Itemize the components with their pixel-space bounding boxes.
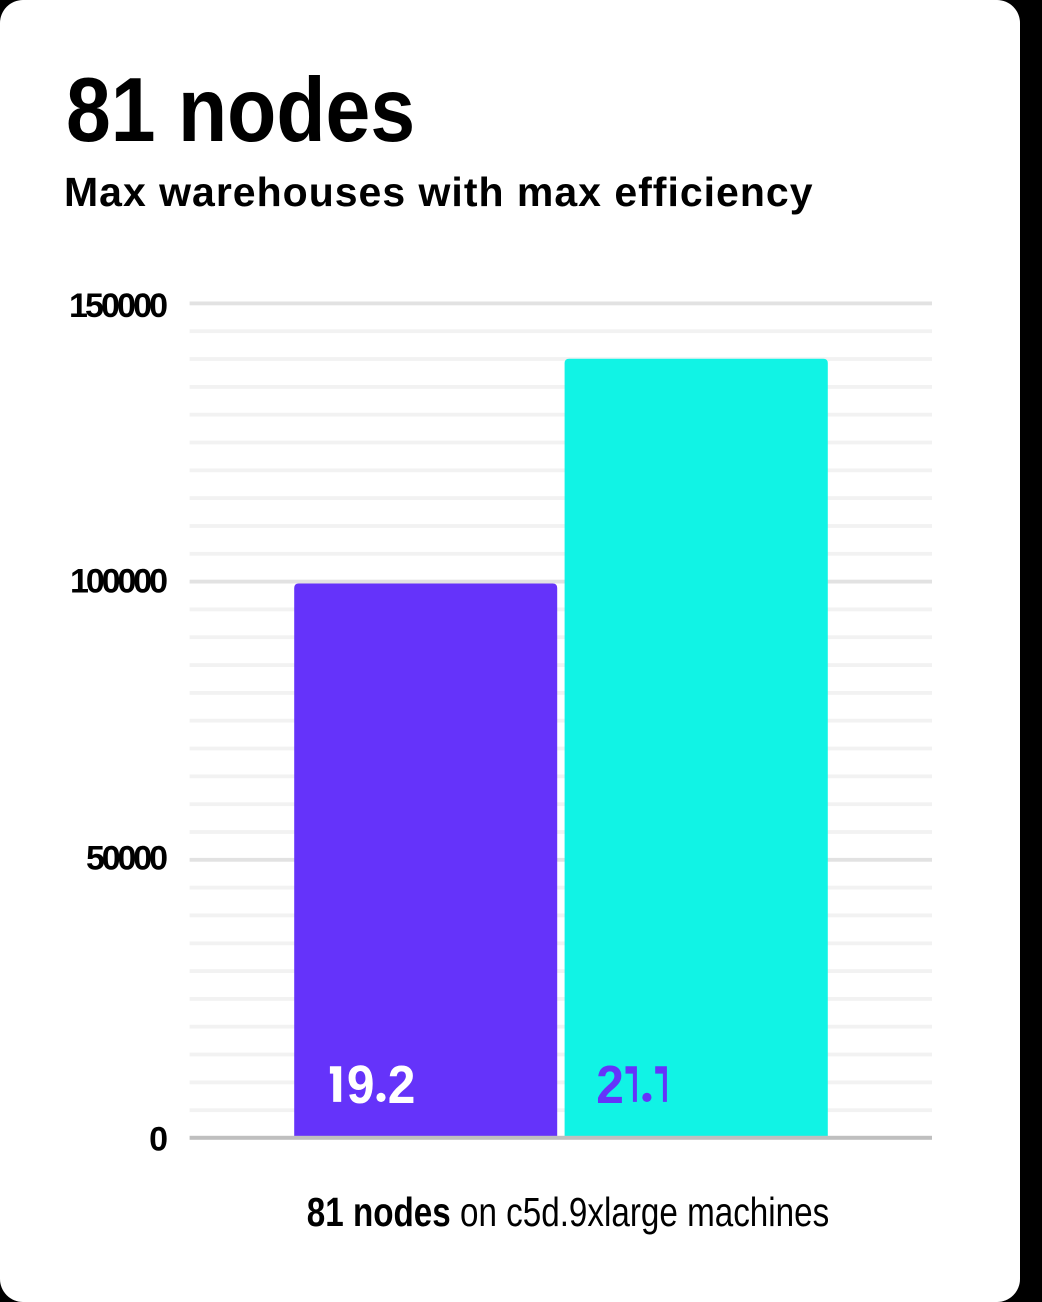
svg-text:100000: 100000 — [70, 563, 168, 601]
svg-text:150000: 150000 — [69, 287, 168, 325]
svg-text:9: 9 — [347, 1054, 375, 1114]
svg-text:2: 2 — [596, 1054, 624, 1114]
svg-text:50000: 50000 — [86, 840, 168, 878]
svg-text:2: 2 — [388, 1054, 416, 1114]
svg-text:0: 0 — [149, 1121, 168, 1159]
